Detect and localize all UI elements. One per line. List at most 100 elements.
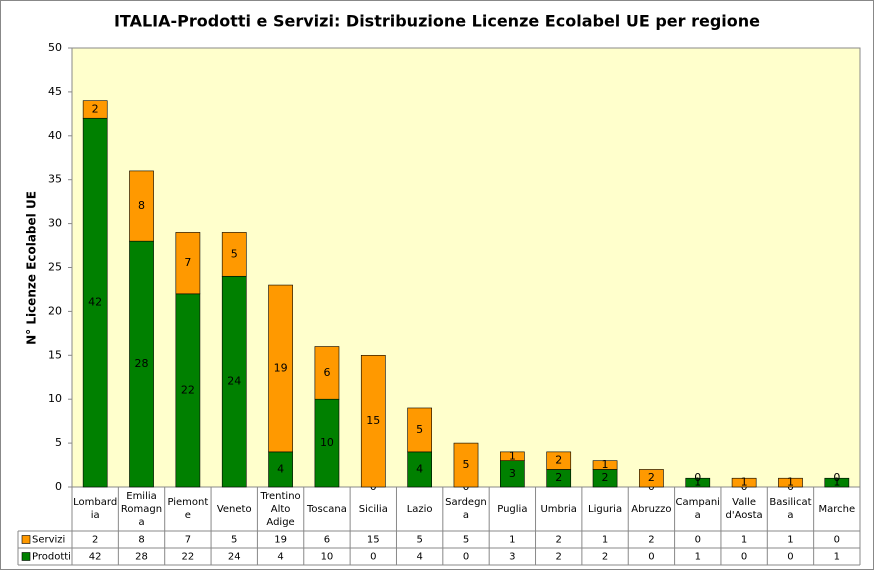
bar-segment bbox=[268, 284, 293, 453]
data-label: 2 bbox=[92, 102, 99, 115]
bar-segment bbox=[407, 451, 432, 488]
x-tick-label: Marche bbox=[818, 503, 856, 515]
table-value: 1 bbox=[695, 552, 701, 563]
table-value: 1 bbox=[741, 535, 747, 546]
category-cell: Liguria bbox=[588, 503, 623, 515]
table-value: 42 bbox=[89, 552, 102, 563]
category-cell: Emilia Romagna bbox=[120, 490, 163, 528]
bar-segment bbox=[500, 451, 525, 461]
legend-key bbox=[21, 535, 31, 544]
bar-segment bbox=[314, 398, 340, 488]
data-label: 28 bbox=[135, 357, 149, 370]
table-value: 2 bbox=[602, 552, 608, 563]
data-label: 2 bbox=[648, 471, 655, 484]
data-label: 1 bbox=[741, 476, 748, 489]
data-label: 3 bbox=[509, 467, 516, 480]
y-tick-label: 5 bbox=[55, 436, 62, 449]
bar-segment bbox=[175, 232, 201, 295]
y-tick-label: 40 bbox=[48, 129, 62, 142]
category-cell: Sicilia bbox=[358, 503, 388, 515]
category-cell: Basilicata bbox=[769, 497, 812, 521]
table-value: 6 bbox=[324, 535, 330, 546]
y-tick-label: 10 bbox=[48, 392, 62, 405]
x-tick-label: Emilia Romagna bbox=[120, 490, 163, 528]
x-tick-label: Campania bbox=[675, 497, 720, 521]
data-label: 5 bbox=[416, 423, 423, 436]
data-label: 1 bbox=[602, 458, 609, 471]
y-tick-label: 0 bbox=[55, 480, 62, 493]
y-tick-label: 30 bbox=[48, 217, 62, 230]
bar-segment bbox=[221, 275, 247, 488]
legend-label: Prodotti bbox=[32, 552, 71, 563]
table-value: 4 bbox=[277, 552, 283, 563]
data-label: 1 bbox=[833, 476, 840, 489]
data-label: 0 bbox=[833, 471, 840, 484]
y-axis-label: N° Licenze Ecolabel UE bbox=[25, 191, 39, 345]
bar-segment bbox=[129, 170, 154, 242]
table-value: 0 bbox=[463, 552, 469, 563]
data-label: 4 bbox=[416, 462, 423, 475]
y-tick-label: 35 bbox=[48, 173, 62, 186]
table-value: 7 bbox=[185, 535, 191, 546]
x-tick-label: Valle d'Aosta bbox=[725, 497, 763, 521]
table-value: 10 bbox=[321, 552, 334, 563]
plot-area bbox=[71, 47, 861, 488]
table-value: 1 bbox=[602, 535, 608, 546]
bar-segment bbox=[82, 100, 108, 119]
bar-segment bbox=[778, 477, 803, 488]
y-tick-label: 45 bbox=[48, 85, 62, 98]
table-value: 0 bbox=[370, 552, 376, 563]
table-value: 0 bbox=[787, 552, 793, 563]
bar-segment bbox=[82, 117, 108, 488]
y-tick-label: 25 bbox=[48, 261, 62, 274]
data-label: 42 bbox=[88, 296, 102, 309]
data-label: 8 bbox=[138, 199, 145, 212]
data-label: 1 bbox=[509, 449, 516, 462]
data-label: 6 bbox=[323, 366, 330, 379]
data-label: 2 bbox=[555, 454, 562, 467]
bar-segment bbox=[824, 477, 850, 488]
table-value: 5 bbox=[463, 535, 469, 546]
x-tick-label: Liguria bbox=[588, 503, 623, 515]
y-tick-label: 50 bbox=[48, 41, 62, 54]
data-label: 5 bbox=[463, 458, 470, 471]
table-value: 2 bbox=[556, 552, 562, 563]
data-label: 1 bbox=[787, 476, 794, 489]
category-cell: Sardegna bbox=[445, 497, 487, 521]
x-tick-label: Abruzzo bbox=[631, 503, 672, 515]
data-label: 0 bbox=[694, 471, 701, 484]
x-tick-label: Basilicata bbox=[769, 497, 812, 521]
table-value: 28 bbox=[135, 552, 148, 563]
category-cell: Valle d'Aosta bbox=[725, 497, 763, 521]
bar-segment bbox=[407, 407, 432, 453]
table-value: 2 bbox=[556, 535, 562, 546]
bar-segment bbox=[360, 354, 386, 488]
x-tick-label: Puglia bbox=[497, 503, 528, 515]
category-cell: Marche bbox=[818, 503, 856, 515]
table-value: 5 bbox=[231, 535, 237, 546]
table-value: 2 bbox=[92, 535, 98, 546]
x-tick-label: Umbria bbox=[540, 503, 577, 515]
category-cell: Lazio bbox=[407, 504, 433, 515]
category-cell: Puglia bbox=[497, 503, 528, 515]
y-tick-label: 20 bbox=[48, 304, 62, 317]
bar-segment bbox=[685, 477, 711, 488]
category-cell: Piemonte bbox=[167, 497, 208, 521]
data-label: 19 bbox=[274, 361, 288, 374]
category-cell: Umbria bbox=[540, 503, 577, 515]
x-tick-label: Sicilia bbox=[358, 503, 388, 515]
table-value: 1 bbox=[787, 535, 793, 546]
bar-segment bbox=[129, 240, 154, 488]
data-label: 2 bbox=[602, 471, 609, 484]
x-tick-label: Veneto bbox=[216, 503, 252, 515]
data-label: 5 bbox=[231, 247, 238, 260]
table-value: 0 bbox=[648, 552, 654, 563]
category-cell: Trentino Alto Adige bbox=[260, 491, 300, 528]
table-value: 0 bbox=[695, 535, 701, 546]
table-value: 24 bbox=[228, 552, 241, 563]
legend-key bbox=[21, 552, 31, 561]
category-cell: Campania bbox=[675, 497, 720, 521]
category-cell: Toscana bbox=[307, 504, 347, 515]
table-value: 1 bbox=[509, 535, 515, 546]
